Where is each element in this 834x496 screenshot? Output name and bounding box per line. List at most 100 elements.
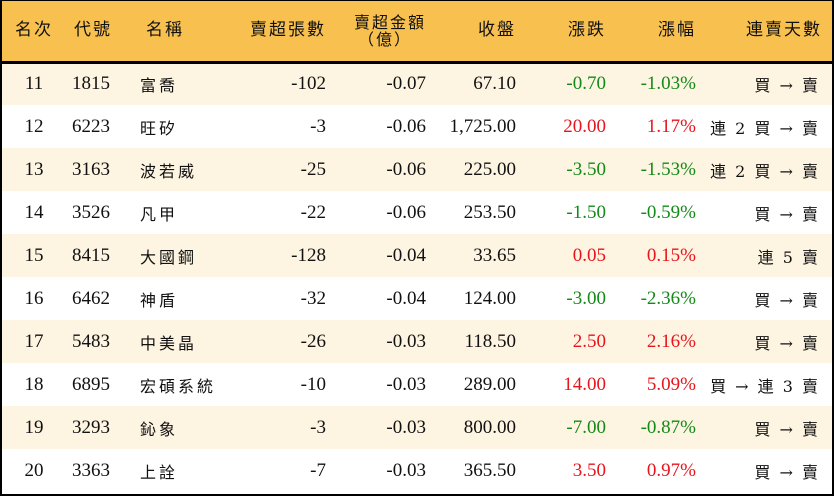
name-cell: 凡甲 [140,204,179,224]
table-row: 11 1815 富喬 -102 -0.07 67.10 -0.70 -1.03%… [2,62,832,105]
name-cell: 上詮 [140,462,179,482]
change-pct-cell: -1.03% [640,73,696,95]
close-cell: 225.00 [463,158,516,180]
header-change: 漲跌 [568,20,606,41]
code-cell: 5483 [72,330,110,352]
table-row: 17 5483 中美晶 -26 -0.03 118.50 2.50 2.16% … [2,320,832,363]
table-row: 16 6462 神盾 -32 -0.04 124.00 -3.00 -2.36%… [2,277,832,320]
streak-cell: 買 → 賣 [754,76,820,96]
sell-lots-cell: -10 [300,373,326,395]
change-cell: -7.00 [566,416,606,438]
header-streak: 連賣天數 [746,20,822,41]
sell-amount-cell: -0.04 [386,244,426,266]
sell-amount-cell: -0.03 [386,373,426,395]
change-pct-cell: -1.53% [640,158,696,180]
streak-cell: 連 5 賣 [757,247,820,267]
header-sell-amount-line2: （億） [357,29,412,49]
header-sell-amount: 賣超金額 （億） [326,1,426,62]
streak-cell: 連 2 買 → 賣 [710,161,820,181]
streak-cell: 買 → 連 3 賣 [710,376,820,396]
change-cell: -3.00 [566,287,606,309]
sell-lots-cell: -32 [300,287,326,309]
streak-cell: 買 → 賣 [754,204,820,224]
change-cell: 0.05 [572,244,606,266]
sell-lots-cell: -128 [291,244,326,266]
change-pct-cell: 1.17% [646,115,696,137]
name-cell: 波若威 [140,161,198,181]
close-cell: 1,725.00 [449,115,517,137]
table-row: 14 3526 凡甲 -22 -0.06 253.50 -1.50 -0.59%… [2,191,832,234]
table-row: 12 6223 旺矽 -3 -0.06 1,725.00 20.00 1.17%… [2,105,832,148]
change-cell: 20.00 [563,115,606,137]
code-cell: 6462 [72,287,110,309]
sell-amount-cell: -0.06 [386,201,426,223]
code-cell: 3163 [72,158,110,180]
sell-amount-cell: -0.06 [386,158,426,180]
rank-cell: 12 [24,115,44,137]
header-change-pct: 漲幅 [658,20,696,41]
table-row: 18 6895 宏碩系統 -10 -0.03 289.00 14.00 5.09… [2,363,832,406]
sell-amount-cell: -0.04 [386,287,426,309]
code-cell: 3293 [72,416,110,438]
change-pct-cell: 0.15% [646,244,696,266]
close-cell: 253.50 [463,201,516,223]
close-cell: 118.50 [464,330,516,352]
code-cell: 8415 [72,244,110,266]
rank-cell: 14 [24,201,44,223]
change-pct-cell: -0.87% [640,416,696,438]
table-header: 名次 代號 名稱 賣超張數 賣超金額 （億） 收盤 漲跌 漲幅 連賣天數 [2,1,832,62]
sell-amount-cell: -0.03 [386,416,426,438]
name-cell: 大國鋼 [140,247,198,267]
close-cell: 800.00 [463,416,516,438]
sell-lots-cell: -3 [310,416,326,438]
change-cell: 3.50 [572,459,606,481]
change-cell: 14.00 [563,373,606,395]
change-pct-cell: -2.36% [640,287,696,309]
rank-cell: 11 [24,73,44,95]
table-body: 11 1815 富喬 -102 -0.07 67.10 -0.70 -1.03%… [2,62,832,492]
table-row: 13 3163 波若威 -25 -0.06 225.00 -3.50 -1.53… [2,148,832,191]
change-cell: 2.50 [572,330,606,352]
close-cell: 67.10 [473,73,516,95]
code-cell: 6223 [72,115,110,137]
name-cell: 富喬 [140,76,179,96]
table-row: 19 3293 鈊象 -3 -0.03 800.00 -7.00 -0.87% … [2,406,832,449]
code-cell: 6895 [72,373,110,395]
table-row: 15 8415 大國鋼 -128 -0.04 33.65 0.05 0.15% … [2,234,832,277]
streak-cell: 買 → 賣 [754,333,820,353]
rank-cell: 17 [24,330,44,352]
name-cell: 宏碩系統 [140,376,217,396]
header-sell-amount-line1: 賣超金額 [353,12,426,32]
header-sell-lots: 賣超張數 [250,20,326,41]
code-cell: 3526 [72,201,110,223]
sell-amount-cell: -0.06 [386,115,426,137]
rank-cell: 13 [24,158,44,180]
streak-cell: 連 2 買 → 賣 [710,118,820,138]
code-cell: 1815 [72,73,110,95]
change-cell: -0.70 [566,73,606,95]
change-pct-cell: 2.16% [646,330,696,352]
sell-lots-cell: -102 [291,73,326,95]
name-cell: 神盾 [140,290,179,310]
table-row: 20 3363 上詮 -7 -0.03 365.50 3.50 0.97% 買 … [2,449,832,492]
name-cell: 旺矽 [140,118,179,138]
header-rank: 名次 [15,20,53,41]
change-pct-cell: 0.97% [646,459,696,481]
change-cell: -3.50 [566,158,606,180]
change-cell: -1.50 [566,201,606,223]
streak-cell: 買 → 賣 [754,462,820,482]
sell-lots-cell: -25 [300,158,326,180]
close-cell: 289.00 [463,373,516,395]
header-name: 名稱 [146,20,184,41]
close-cell: 365.50 [463,459,516,481]
sell-amount-cell: -0.03 [386,459,426,481]
close-cell: 124.00 [463,287,516,309]
sell-amount-cell: -0.03 [386,330,426,352]
rank-cell: 18 [24,373,44,395]
name-cell: 中美晶 [140,333,198,353]
rank-cell: 20 [24,459,44,481]
sell-lots-cell: -3 [310,115,326,137]
rank-cell: 19 [24,416,44,438]
